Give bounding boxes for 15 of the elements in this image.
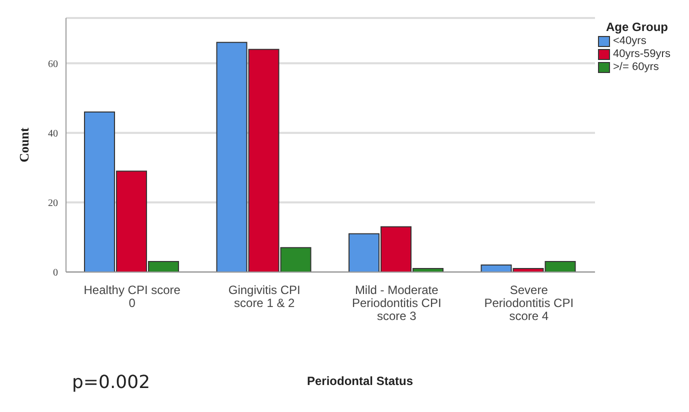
legend-label: >/= 60yrs (613, 61, 659, 73)
y-tick-label: 40 (48, 128, 58, 140)
legend-label: <40yrs (613, 35, 646, 47)
y-tick-label: 0 (53, 268, 58, 279)
y-axis-title: Count (16, 126, 32, 162)
x-axis-title: Periodontal Status (306, 374, 414, 388)
y-tick-label: 20 (48, 198, 58, 209)
text: p=0.002 (72, 372, 150, 393)
x-tick-label: Gingivitis CPI score 1 & 2 (228, 283, 300, 310)
y-tick-label: 60 (48, 58, 58, 70)
x-tick-label: Mild - Moderate Periodontitis CPI score 3 (352, 283, 442, 323)
legend-title: Age Group (605, 20, 669, 34)
x-tick-label: Severe Periodontitis CPI score 4 (484, 283, 574, 323)
legend-label: 40yrs-59yrs (613, 48, 670, 60)
x-tick-label: Healthy CPI score 0 (84, 283, 181, 310)
